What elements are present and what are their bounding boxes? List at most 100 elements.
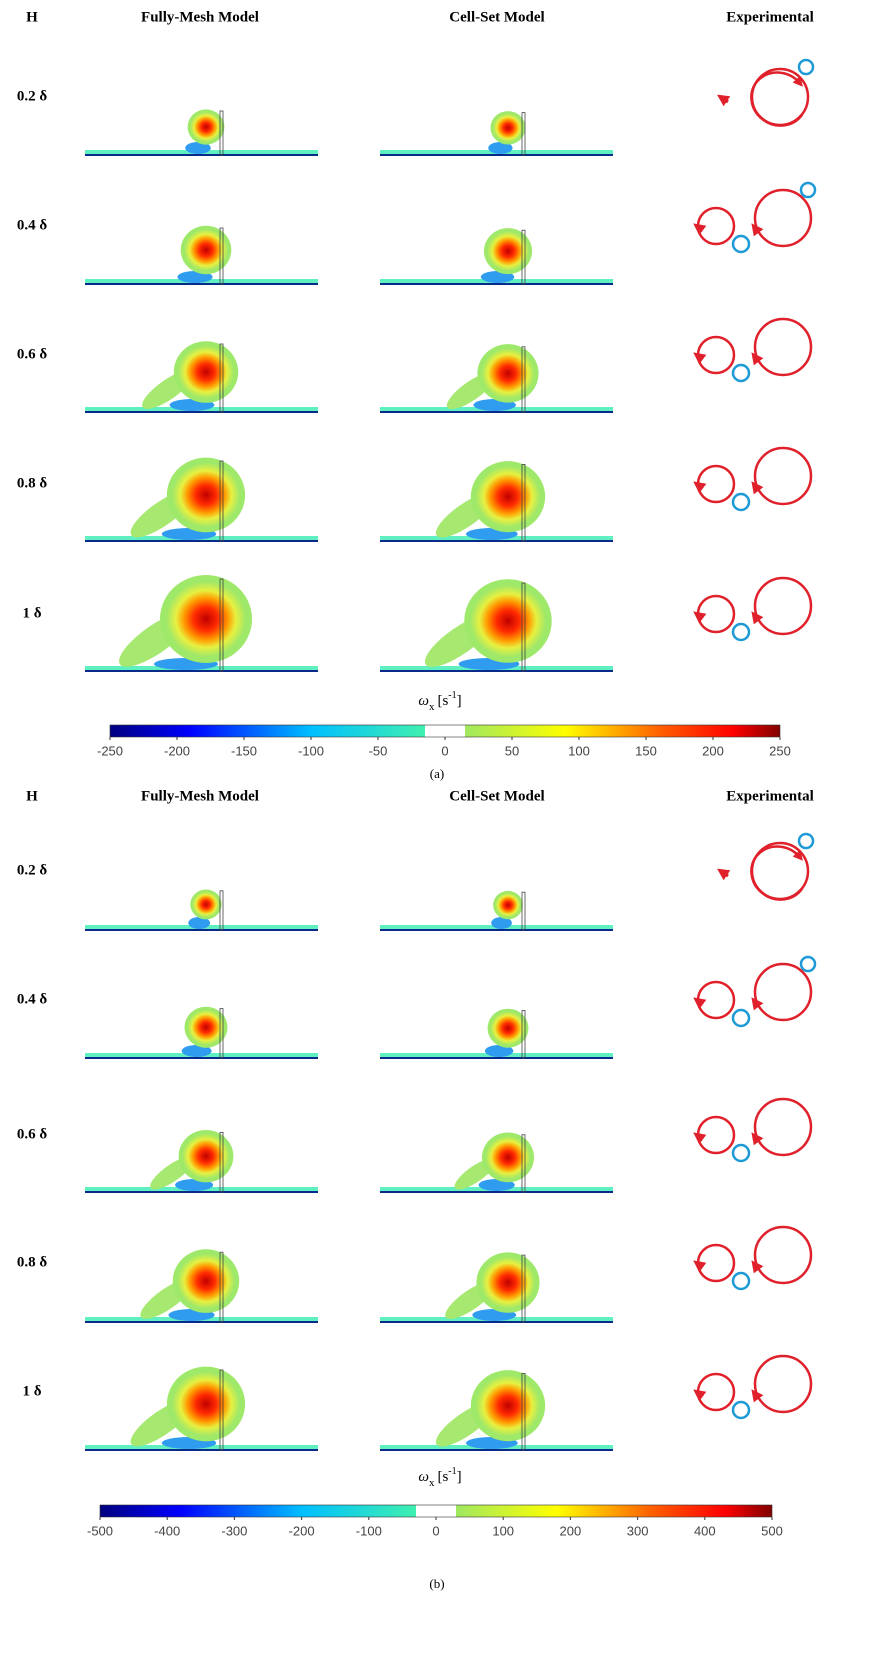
primary-vortex bbox=[753, 188, 813, 248]
label-part: -1 bbox=[448, 690, 456, 701]
vortex bbox=[470, 584, 546, 658]
secondary-vortex bbox=[731, 363, 751, 383]
arrow bbox=[693, 611, 707, 624]
row-label: 1 δ bbox=[22, 1383, 41, 1399]
arrow bbox=[717, 94, 731, 107]
colorbar-tick-label: 50 bbox=[505, 743, 519, 758]
horseshoe-vortex bbox=[696, 980, 736, 1020]
secondary-vortex bbox=[750, 67, 810, 127]
row-label: 0.8 δ bbox=[17, 475, 48, 491]
vortex bbox=[475, 1375, 541, 1437]
negative-region bbox=[488, 142, 513, 154]
contour-plot bbox=[85, 457, 318, 542]
horseshoe-vortex bbox=[696, 1243, 736, 1283]
label-part: ] bbox=[457, 1469, 462, 1485]
label-part: ω bbox=[418, 1469, 429, 1485]
colorbar-tick-label: -100 bbox=[356, 1523, 382, 1538]
colorbar-tick-label: -300 bbox=[221, 1523, 247, 1538]
column-header: Fully-Mesh Model bbox=[141, 9, 259, 25]
cylinder bbox=[521, 1010, 526, 1059]
label-part: x bbox=[429, 1477, 435, 1489]
contour-plot bbox=[380, 461, 613, 542]
contour-plot bbox=[85, 1130, 318, 1193]
primary-vortex bbox=[753, 1225, 813, 1285]
label-part: x bbox=[429, 701, 435, 713]
cylinder bbox=[521, 891, 526, 931]
vortex bbox=[495, 892, 521, 918]
colorbar-tick-label: -250 bbox=[97, 743, 123, 758]
vortex bbox=[192, 891, 220, 918]
contour-plot bbox=[85, 341, 318, 413]
negative-region bbox=[491, 917, 512, 929]
experimental-sketch bbox=[693, 446, 813, 512]
vortex bbox=[480, 1256, 536, 1309]
primary-vortex bbox=[753, 576, 813, 636]
colorbar-tick-label: -200 bbox=[289, 1523, 315, 1538]
cylinder bbox=[521, 112, 526, 156]
contour-plot bbox=[380, 579, 613, 672]
experimental-sketch bbox=[693, 1097, 813, 1163]
vortex bbox=[475, 466, 541, 528]
colorbar-tick-label: 100 bbox=[492, 1523, 514, 1538]
contour-plot bbox=[85, 1366, 318, 1451]
experimental-sketch bbox=[717, 832, 815, 901]
vortex bbox=[184, 229, 228, 271]
row-label: 0.8 δ bbox=[17, 1254, 48, 1270]
vortex bbox=[490, 1011, 526, 1046]
cylinder bbox=[521, 229, 526, 285]
experimental-sketch bbox=[693, 317, 813, 383]
secondary-vortex bbox=[731, 1400, 751, 1420]
column-header: Experimental bbox=[726, 788, 814, 804]
column-header: H bbox=[26, 788, 38, 804]
colorbar-tick-label: 0 bbox=[441, 743, 448, 758]
corner-vortex bbox=[797, 58, 815, 76]
panel-caption: (b) bbox=[429, 1576, 444, 1591]
colorbar-tick-label: 100 bbox=[568, 743, 590, 758]
vortex bbox=[492, 113, 524, 143]
arrow bbox=[717, 868, 731, 881]
contour-plot bbox=[85, 575, 318, 672]
cylinder bbox=[219, 890, 224, 931]
arrow bbox=[693, 481, 707, 494]
colorbar-tick-label: 500 bbox=[761, 1523, 783, 1538]
secondary-vortex bbox=[731, 1008, 751, 1028]
experimental-sketch bbox=[693, 955, 817, 1028]
colorbar-tick-label: -50 bbox=[369, 743, 388, 758]
arrow bbox=[751, 352, 764, 366]
vortex bbox=[182, 1133, 230, 1179]
negative-region bbox=[484, 1045, 514, 1057]
arrow bbox=[693, 352, 707, 365]
colorbar-tick-label: 400 bbox=[694, 1523, 716, 1538]
cylinder bbox=[521, 1134, 526, 1193]
row-label: 0.4 δ bbox=[17, 991, 48, 1007]
contour-plot bbox=[380, 111, 613, 156]
label-part: ω bbox=[418, 693, 429, 709]
row-label: 1 δ bbox=[22, 605, 41, 621]
contour-plot bbox=[380, 344, 613, 413]
arrow bbox=[751, 997, 764, 1011]
primary-vortex bbox=[753, 1354, 813, 1414]
colorbar-tick-label: 200 bbox=[560, 1523, 582, 1538]
colorbar-tick-label: 250 bbox=[769, 743, 791, 758]
horseshoe-vortex bbox=[696, 206, 736, 246]
label-part: -1 bbox=[448, 1466, 456, 1477]
cylinder bbox=[521, 346, 526, 413]
vortex bbox=[487, 231, 529, 271]
vortex bbox=[190, 111, 222, 143]
primary-vortex bbox=[753, 962, 813, 1022]
horseshoe-vortex bbox=[696, 335, 736, 375]
colorbar-tick-label: -400 bbox=[154, 1523, 180, 1538]
column-header: Fully-Mesh Model bbox=[141, 788, 259, 804]
arrow bbox=[751, 481, 764, 495]
contour-plot bbox=[380, 1132, 613, 1193]
colorbar bbox=[99, 1504, 773, 1518]
colorbar-tick-label: 300 bbox=[627, 1523, 649, 1538]
cylinder bbox=[219, 1369, 224, 1451]
label-part: ] bbox=[457, 693, 462, 709]
column-header: Cell-Set Model bbox=[449, 788, 544, 804]
row-label: 0.2 δ bbox=[17, 88, 48, 104]
secondary-vortex bbox=[731, 1271, 751, 1291]
colorbar-tick-label: 200 bbox=[702, 743, 724, 758]
contour-plot bbox=[85, 889, 318, 931]
experimental-sketch bbox=[693, 1354, 813, 1420]
